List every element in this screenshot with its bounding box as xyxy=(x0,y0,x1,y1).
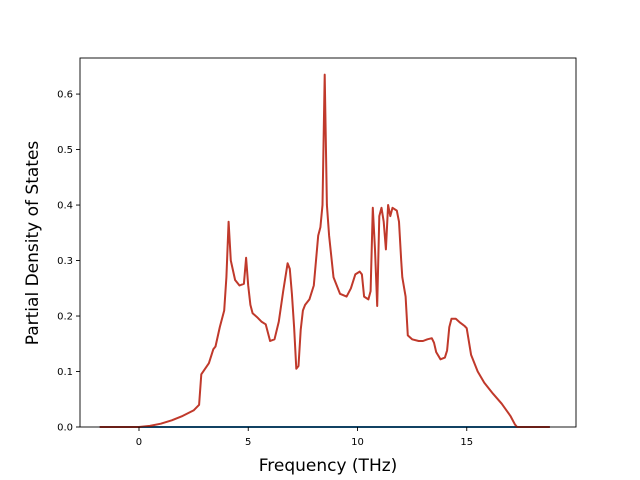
x-axis-label: Frequency (THz) xyxy=(259,456,398,476)
x-tick-label: 5 xyxy=(245,437,251,448)
series-line-1 xyxy=(99,73,550,428)
x-axis-ticks: 0 5 10 15 xyxy=(136,427,473,448)
y-tick-label: 0.5 xyxy=(57,145,73,156)
y-tick-label: 0.2 xyxy=(57,312,73,323)
y-axis-label: Partial Density of States xyxy=(23,141,43,346)
y-tick-label: 0.4 xyxy=(57,201,73,212)
y-tick-label: 0.1 xyxy=(57,367,73,378)
x-tick-label: 0 xyxy=(136,437,142,448)
x-tick-label: 10 xyxy=(351,437,364,448)
x-tick-label: 15 xyxy=(460,437,473,448)
y-axis-ticks: 0.0 0.1 0.2 0.3 0.4 0.5 0.6 xyxy=(57,90,80,434)
y-tick-label: 0.6 xyxy=(57,90,73,101)
axes-frame xyxy=(79,57,577,428)
y-tick-label: 0.0 xyxy=(57,423,73,434)
y-tick-label: 0.3 xyxy=(57,256,73,267)
